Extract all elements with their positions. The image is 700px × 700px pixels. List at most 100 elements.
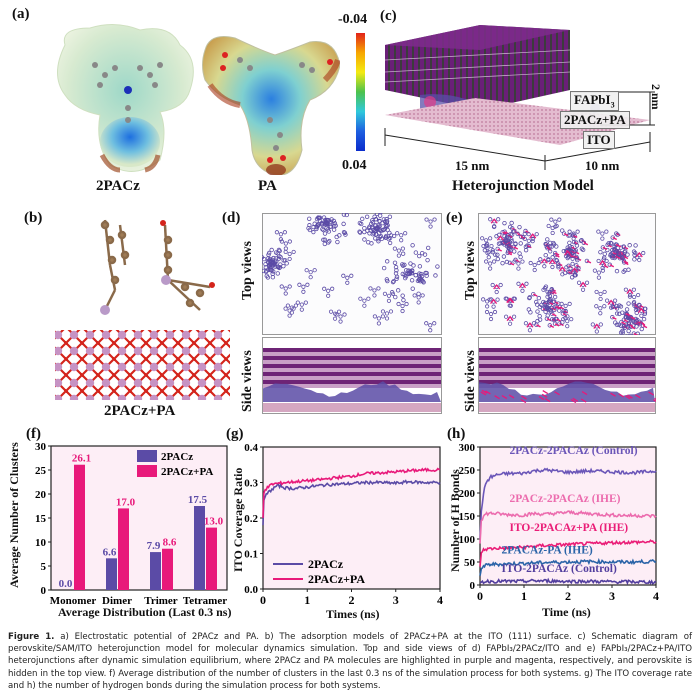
ito-layer-side [479,403,655,412]
xtick-label: 1 [304,593,310,607]
f-ytick-label: 20 [35,489,47,501]
sam-molecule-atom [616,251,622,256]
sam-molecule-atom [321,237,326,242]
pa-molecule-bond [527,244,532,249]
xtick-label: 3 [609,589,615,603]
xtick-label: 3 [393,593,399,607]
sam-molecule-atom [579,238,584,243]
pa-molecule-bond [513,246,519,250]
pa-fragment [610,392,616,397]
sam-molecule-atom [277,248,282,254]
isolated-molecule [368,286,381,298]
pa-molecule-bond [612,316,617,320]
f-xtick-label: Tetramer [183,595,227,607]
sam-molecule-atom [322,237,328,242]
sam-molecule-atom [495,252,500,257]
sam-molecule-atom [573,248,578,253]
figure-label: Figure 1. [8,632,55,642]
sam-molecule-atom [325,227,331,232]
sam-molecule-atom [618,330,624,335]
isolated-molecule [523,321,537,333]
isolated-molecule [556,265,569,277]
sam-molecule-atom [552,250,558,256]
sam-molecule-atom [343,232,348,237]
sam-molecule-atom [387,230,392,236]
isolated-molecule [561,317,574,329]
pa-molecule-bond [532,293,538,297]
sam-molecule-atom [623,314,628,320]
sam-molecule-atom [547,298,552,303]
sam-molecule-atom [554,316,559,322]
f-bar-2pacz [106,558,117,590]
sam-molecule-atom [561,231,567,236]
pa-fragment [538,395,545,401]
xtick-label: 0 [260,593,266,607]
sam-molecule-atom [617,311,622,317]
isolated-molecule [412,293,425,305]
sam-molecule-atom [619,319,624,325]
sam-molecule-atom [511,229,516,234]
sam-molecule-atom [341,213,347,217]
sam-molecule-atom [423,270,428,276]
isolated-molecule [334,312,347,324]
pa-molecule-bond [556,305,561,309]
pa-molecule [160,220,215,311]
isolated-molecule [285,303,299,315]
series-line-2pacz-2pacaz-control- [479,467,657,540]
isolated-molecule [304,268,317,280]
sam-molecule-atom [362,237,367,242]
f-bar-value-label: 17.5 [188,494,208,506]
sam-molecule-atom [518,234,524,239]
molecule-label-2pacz: 2PACz [96,178,140,194]
sam-molecule-atom [526,307,532,312]
sam-molecule-atom [331,223,337,229]
label-ito: ITO [583,131,615,149]
isolated-molecule [380,309,394,321]
sam-molecule-atom [307,216,312,222]
sam-molecule-atom [315,215,321,220]
pa-molecule-bond [583,242,589,246]
sam-molecule-atom [263,262,268,267]
sam-molecule-atom [641,316,647,322]
sam-molecule-atom [512,249,517,254]
label-sam: 2PACz+PA [560,111,630,129]
sam-molecule-atom [563,315,568,321]
sam-molecule-atom [276,264,281,270]
series-line-2pacz-pa [262,467,441,519]
pa-molecule-bond [563,232,569,237]
pa-fragment [652,399,656,403]
sam-molecule-atom [417,277,422,282]
sam-molecule-atom [273,256,279,261]
pa-molecule-bond [555,254,560,258]
sam-molecule-atom [531,291,536,297]
sam-molecule-atom [511,244,516,250]
ytick-label: 0.3 [244,478,258,490]
sam-molecule-atom [581,240,587,245]
sam-molecule-atom [605,247,610,253]
ytick-label: 200 [459,488,476,500]
sam-molecule-atom [417,253,422,259]
sam-molecule-atom [622,325,627,330]
h-series-annotation: ITO-2PACAz (Control) [501,563,616,575]
series-line-ito-2pacaz-control- [479,577,657,586]
pa-molecule-bond [609,264,615,268]
pa-molecule-bond [623,255,629,260]
isolated-molecule [594,304,607,316]
f-bar-2pacz-pa [118,508,129,590]
sam-molecule-atom [420,279,426,284]
series-line-ito-2pacaz-pa-ihe- [479,539,657,567]
sam-molecule-atom [627,333,632,335]
sam-molecule-atom [552,307,557,312]
sam-molecule-atom [410,286,415,291]
f-ytick-label: 10 [35,537,47,549]
sam-molecule-atom [417,264,423,269]
perovskite-row [479,356,655,360]
sam-molecule-atom [393,294,398,300]
2pacz-esp-surface [57,24,194,173]
sam-molecule-atom [569,244,575,250]
sam-molecule-atom [410,268,415,273]
isolated-molecule [358,296,371,308]
f-xtick-label: Dimer [102,595,132,607]
sam-molecule-atom [376,239,381,244]
ytick-label: 100 [459,534,476,546]
